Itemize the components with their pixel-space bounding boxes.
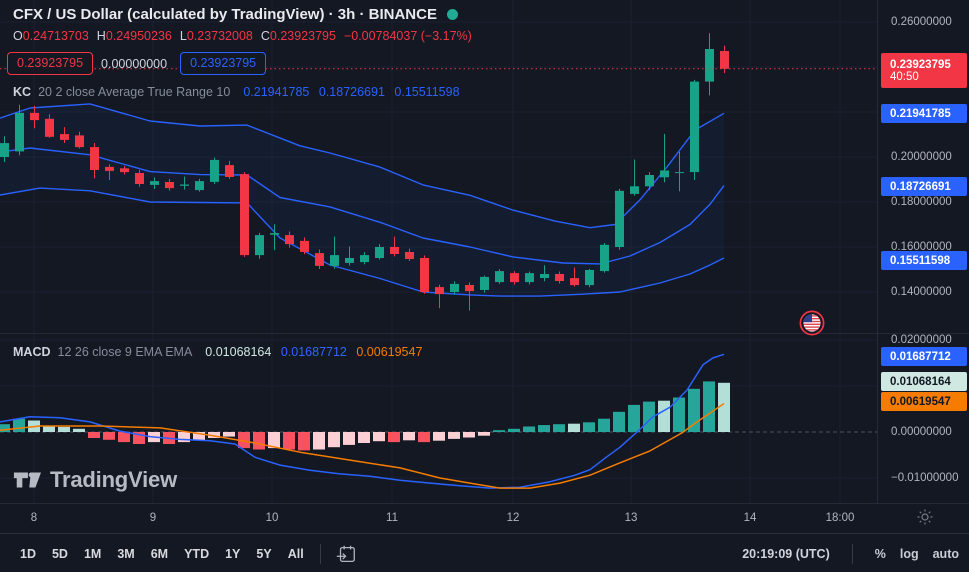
price-axis-badge: 0.18726691 bbox=[881, 177, 967, 196]
ohlc-row: O0.24713703 H0.24950236 L0.23732008 C0.2… bbox=[13, 29, 472, 43]
time-axis-label: 18:00 bbox=[825, 512, 855, 524]
calendar-arrow-icon bbox=[336, 545, 355, 562]
kc-indicator-name: KC bbox=[13, 85, 32, 99]
log-scale-button[interactable]: log bbox=[899, 546, 919, 561]
time-axis-label: 14 bbox=[743, 512, 757, 524]
tradingview-logo: TradingView bbox=[13, 467, 177, 493]
time-axis-label: 12 bbox=[506, 512, 520, 524]
price-axis-label: 0.14000000 bbox=[891, 286, 952, 298]
kc-upper-value: 0.21941785 bbox=[243, 85, 310, 99]
kc-indicator-legend[interactable]: KC 20 2 close Average True Range 10 0.21… bbox=[13, 85, 460, 99]
symbol-title: CFX / US Dollar (calculated by TradingVi… bbox=[13, 6, 437, 23]
percent-scale-button[interactable]: % bbox=[874, 546, 886, 561]
pane-separator[interactable] bbox=[0, 333, 969, 334]
toolbar-divider bbox=[319, 543, 321, 564]
macd-chart-pane[interactable] bbox=[0, 333, 877, 503]
current-time[interactable]: 20:19:09 (UTC) bbox=[742, 546, 830, 561]
macd-indicator-legend[interactable]: MACD 12 26 close 9 EMA EMA 0.01068164 0.… bbox=[13, 345, 422, 359]
price-axis[interactable]: 0.26000000 0.20000000 0.18000000 0.16000000… bbox=[877, 0, 969, 503]
price-axis-badge: 0.21941785 bbox=[881, 104, 967, 123]
time-axis-label: 9 bbox=[149, 512, 157, 524]
price-axis-label: 0.26000000 bbox=[891, 16, 952, 28]
price-axis-label: −0.01000000 bbox=[891, 472, 959, 484]
price-axis-badge: 0.01068164 bbox=[881, 372, 967, 391]
axis-settings-sun-icon[interactable] bbox=[916, 508, 934, 526]
kc-middle-value: 0.18726691 bbox=[318, 85, 385, 99]
date-range-buttons: 1D 5D 1M 3M 6M YTD 1Y 5Y All bbox=[12, 543, 312, 565]
low-value: L0.23732008 bbox=[179, 29, 253, 43]
spread-value: 0.00000000 bbox=[101, 56, 168, 71]
price-axis-badge: 0.01687712 bbox=[881, 347, 967, 366]
range-button-1d[interactable]: 1D bbox=[20, 546, 36, 561]
kc-lower-value: 0.15511598 bbox=[394, 85, 460, 99]
bottom-toolbar: 1D 5D 1M 3M 6M YTD 1Y 5Y All 20:19:09 (UTC) % lo… bbox=[0, 533, 969, 572]
macd-line-value: 0.01687712 bbox=[280, 345, 347, 359]
range-button-1y[interactable]: 1Y bbox=[225, 546, 241, 561]
price-axis-badge: 0.15511598 bbox=[881, 251, 967, 270]
range-button-1m[interactable]: 1M bbox=[83, 546, 102, 561]
tradingview-logo-text: TradingView bbox=[50, 467, 177, 492]
price-axis-label: 0.16000000 bbox=[891, 241, 952, 253]
auto-scale-button[interactable]: auto bbox=[932, 546, 959, 561]
range-button-all[interactable]: All bbox=[287, 546, 304, 561]
candles bbox=[0, 33, 729, 311]
open-value: O0.24713703 bbox=[13, 29, 89, 43]
price-axis-label: 0.20000000 bbox=[891, 151, 952, 163]
sell-price-button[interactable]: 0.23923795 bbox=[7, 52, 94, 75]
high-value: H0.24950236 bbox=[96, 29, 172, 43]
range-button-ytd[interactable]: YTD bbox=[184, 546, 210, 561]
tradingview-logo-icon bbox=[13, 472, 41, 488]
change-value: −0.00784037 (−3.17%) bbox=[343, 29, 472, 43]
price-axis-badge: 0.23923795 40:50 bbox=[881, 53, 967, 88]
macd-signal-value: 0.00619547 bbox=[356, 345, 423, 359]
close-value: C0.23923795 bbox=[260, 29, 336, 43]
macd-histogram-value: 0.01068164 bbox=[205, 345, 272, 359]
time-axis-label: 11 bbox=[386, 512, 398, 524]
time-axis-label: 8 bbox=[30, 512, 38, 524]
bid-ask-row: 0.23923795 0.00000000 0.23923795 bbox=[7, 52, 267, 75]
go-to-date-button[interactable] bbox=[335, 543, 357, 565]
time-axis-label: 10 bbox=[265, 512, 279, 524]
range-button-3m[interactable]: 3M bbox=[117, 546, 135, 561]
price-axis-label: 0.02000000 bbox=[891, 334, 952, 346]
price-axis-label: 0.00000000 bbox=[891, 426, 952, 438]
kc-indicator-params: 20 2 close Average True Range 10 bbox=[38, 85, 231, 99]
buy-price-button[interactable]: 0.23923795 bbox=[180, 52, 267, 75]
range-button-5d[interactable]: 5D bbox=[51, 546, 68, 561]
macd-indicator-name: MACD bbox=[13, 345, 51, 359]
symbol-header[interactable]: CFX / US Dollar (calculated by TradingVi… bbox=[13, 6, 458, 23]
market-status-dot[interactable] bbox=[446, 9, 458, 20]
range-button-6m[interactable]: 6M bbox=[150, 546, 169, 561]
macd-indicator-params: 12 26 close 9 EMA EMA bbox=[57, 345, 193, 359]
price-chart-pane[interactable] bbox=[0, 0, 877, 333]
price-axis-label: 0.18000000 bbox=[891, 196, 952, 208]
toolbar-divider bbox=[851, 543, 853, 564]
time-axis-label: 13 bbox=[624, 512, 638, 524]
usd-flag-icon bbox=[799, 310, 825, 336]
time-axis[interactable]: 8 9 10 11 12 13 14 18:00 bbox=[0, 503, 969, 534]
range-button-5y[interactable]: 5Y bbox=[256, 546, 272, 561]
price-axis-badge: 0.00619547 bbox=[881, 392, 967, 411]
